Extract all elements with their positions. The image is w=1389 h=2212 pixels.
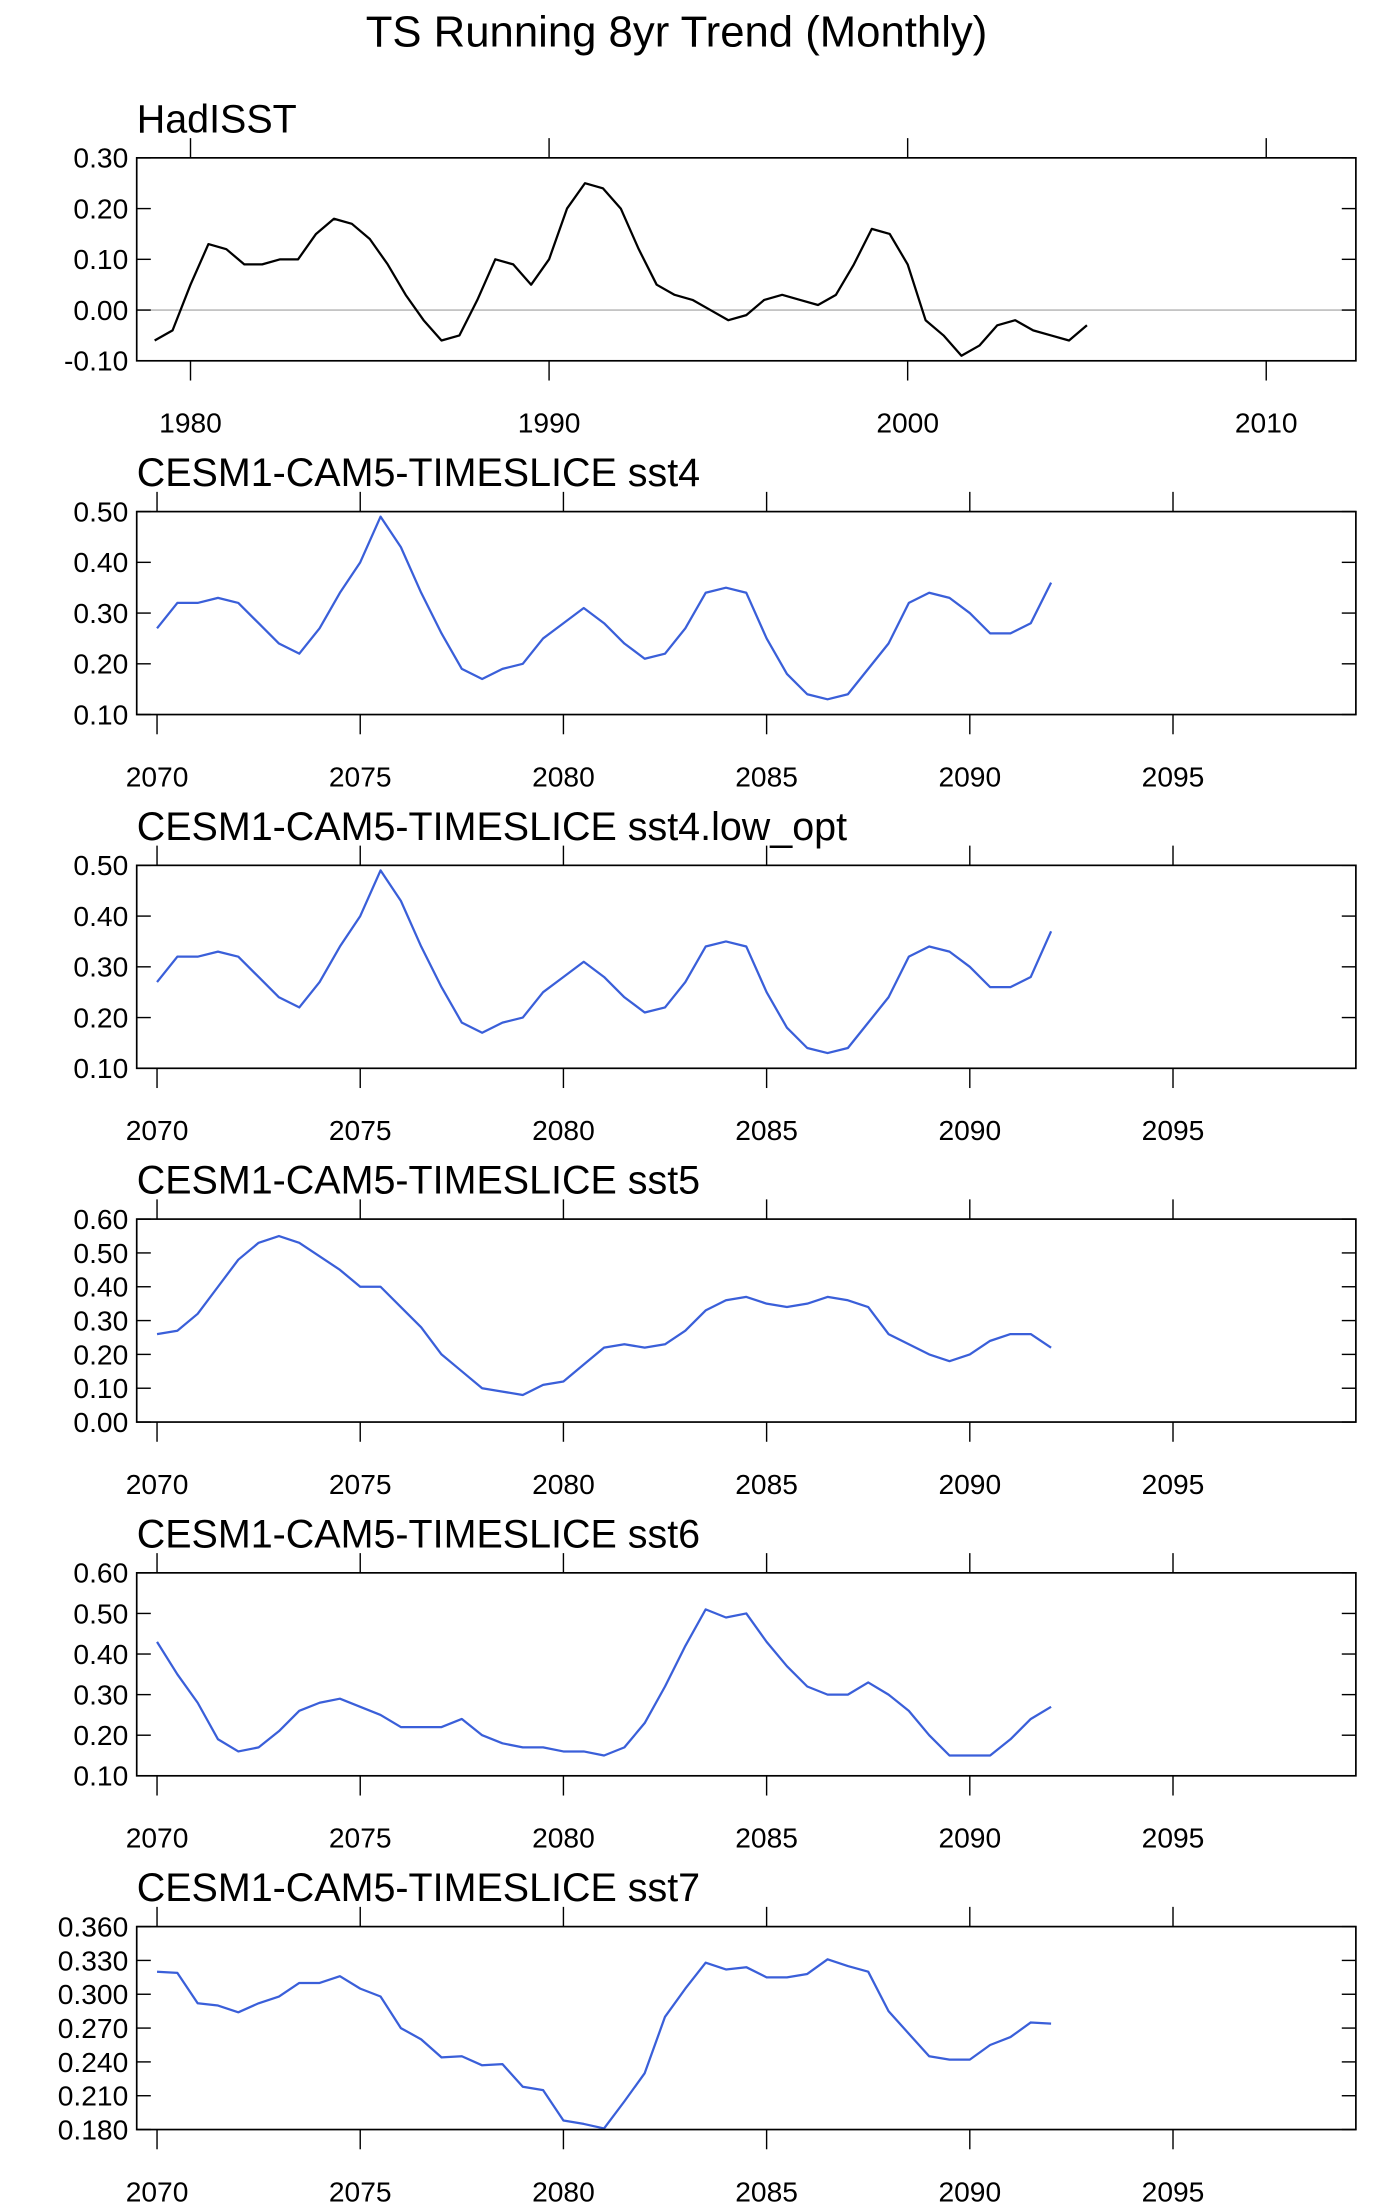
- y-tick-label: 0.40: [73, 900, 128, 932]
- y-tick-label: 0.30: [73, 597, 128, 629]
- panel-title: CESM1-CAM5-TIMESLICE sst4: [137, 451, 700, 495]
- x-tick-label: 2075: [329, 760, 392, 792]
- plot-frame: [135, 1925, 1357, 2131]
- y-tick-label: 0.20: [73, 1338, 128, 1370]
- y-tick-label: 0.240: [58, 2046, 129, 2078]
- x-tick-label: 2075: [329, 1468, 392, 1500]
- y-tick-label: 0.330: [58, 1944, 129, 1976]
- panel-title: CESM1-CAM5-TIMESLICE sst6: [137, 1512, 700, 1556]
- y-tick-label: 0.20: [73, 1719, 128, 1751]
- plot-frame: [135, 157, 1357, 362]
- plot-frame: [135, 510, 1357, 716]
- y-tick-label: 0.30: [73, 1678, 128, 1710]
- y-tick-label: 0.210: [58, 2080, 129, 2112]
- y-tick-label: 0.20: [73, 1001, 128, 1033]
- x-tick-label: 2080: [532, 1468, 595, 1500]
- y-tick-label: -0.10: [64, 345, 128, 377]
- x-tick-label: 2070: [126, 1822, 189, 1854]
- data-line: [156, 1958, 1052, 2130]
- x-tick-label: 2070: [126, 2175, 189, 2207]
- x-tick-label: 2070: [126, 1468, 189, 1500]
- x-tick-label: 2070: [126, 760, 189, 792]
- x-tick-label: 2080: [532, 1822, 595, 1854]
- y-tick-label: 0.10: [73, 1760, 128, 1792]
- x-tick-label: 2085: [735, 2175, 798, 2207]
- plot-frame: [135, 1218, 1357, 1423]
- y-tick-label: 0.30: [73, 1304, 128, 1336]
- panel-title: CESM1-CAM5-TIMESLICE sst7: [137, 1866, 700, 1910]
- y-tick-label: 0.50: [73, 849, 128, 881]
- panel-title: HadISST: [137, 97, 297, 141]
- x-tick-label: 1990: [518, 407, 581, 439]
- x-tick-label: 2070: [126, 1114, 189, 1146]
- x-tick-label: 2095: [1142, 2175, 1205, 2207]
- panel-title: CESM1-CAM5-TIMESLICE sst4.low_opt: [137, 805, 847, 849]
- y-tick-label: 0.40: [73, 1638, 128, 1670]
- y-tick-label: 0.20: [73, 192, 128, 224]
- y-tick-label: 0.50: [73, 1597, 128, 1629]
- y-tick-label: 0.30: [73, 951, 128, 983]
- y-tick-label: 0.50: [73, 1237, 128, 1269]
- x-tick-label: 2090: [938, 1114, 1001, 1146]
- x-tick-label: 2095: [1142, 1114, 1205, 1146]
- data-line: [156, 515, 1053, 701]
- x-tick-label: 2075: [329, 2175, 392, 2207]
- x-tick-label: 2080: [532, 2175, 595, 2207]
- y-tick-label: 0.00: [73, 1406, 128, 1438]
- x-tick-label: 2095: [1142, 1822, 1205, 1854]
- y-tick-label: 0.40: [73, 546, 128, 578]
- x-tick-label: 1980: [159, 407, 222, 439]
- x-tick-label: 2085: [735, 1114, 798, 1146]
- x-tick-label: 2090: [938, 2175, 1001, 2207]
- figure-title: TS Running 8yr Trend (Monthly): [366, 8, 988, 57]
- x-tick-label: 2090: [938, 1822, 1001, 1854]
- data-line: [156, 1234, 1052, 1397]
- y-tick-label: 0.30: [73, 142, 128, 174]
- y-tick-label: 0.00: [73, 294, 128, 326]
- x-tick-label: 2085: [735, 1822, 798, 1854]
- x-tick-label: 2090: [938, 1468, 1001, 1500]
- plot-frame: [135, 864, 1357, 1070]
- plot-frame: [135, 1572, 1357, 1777]
- y-tick-label: 0.50: [73, 495, 128, 527]
- panel-title: CESM1-CAM5-TIMESLICE sst5: [137, 1159, 700, 1203]
- x-tick-label: 2075: [329, 1822, 392, 1854]
- x-tick-label: 2095: [1142, 760, 1205, 792]
- y-tick-label: 0.10: [73, 1372, 128, 1404]
- x-tick-label: 2000: [876, 407, 939, 439]
- x-tick-label: 2010: [1235, 407, 1298, 439]
- y-tick-label: 0.10: [73, 243, 128, 275]
- y-tick-label: 0.20: [73, 648, 128, 680]
- x-tick-label: 2080: [532, 1114, 595, 1146]
- y-tick-label: 0.270: [58, 2012, 129, 2044]
- data-line: [154, 182, 1088, 357]
- data-line: [156, 1608, 1052, 1757]
- x-tick-label: 2095: [1142, 1468, 1205, 1500]
- y-tick-label: 0.360: [58, 1910, 129, 1942]
- y-tick-label: 0.10: [73, 698, 128, 730]
- y-tick-label: 0.300: [58, 1978, 129, 2010]
- y-tick-label: 0.40: [73, 1271, 128, 1303]
- x-tick-label: 2075: [329, 1114, 392, 1146]
- y-tick-label: 0.60: [73, 1203, 128, 1235]
- x-tick-label: 2080: [532, 760, 595, 792]
- x-tick-label: 2085: [735, 1468, 798, 1500]
- x-tick-label: 2085: [735, 760, 798, 792]
- y-tick-label: 0.10: [73, 1052, 128, 1084]
- data-line: [156, 869, 1053, 1055]
- x-tick-label: 2090: [938, 760, 1001, 792]
- y-tick-label: 0.60: [73, 1557, 128, 1589]
- y-tick-label: 0.180: [58, 2113, 129, 2145]
